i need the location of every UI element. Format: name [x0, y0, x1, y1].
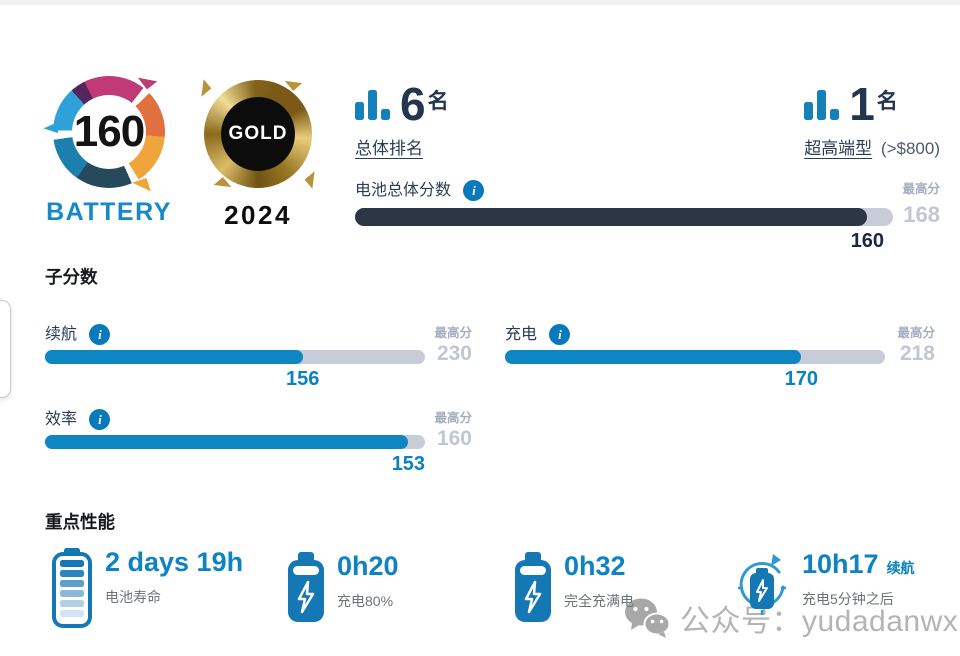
- stat-value: 2 days 19h: [105, 547, 244, 577]
- subscore-bar: 153: [45, 435, 425, 475]
- award-tip: [304, 171, 323, 189]
- info-icon[interactable]: i: [549, 324, 571, 346]
- info-icon[interactable]: i: [463, 180, 485, 202]
- overall-ranking: 6 名 总体排名: [355, 78, 449, 159]
- podium-icon: [355, 90, 390, 121]
- gold-award-badge: GOLD 2024: [193, 73, 323, 231]
- logo-score: 160: [73, 107, 145, 156]
- subscore-endurance: 续航 i 最高分 230 156: [45, 320, 472, 396]
- stat-value: 0h20: [337, 551, 399, 581]
- subscore-value: 153: [391, 453, 426, 475]
- award-tip: [193, 79, 212, 97]
- subscores-title: 子分数: [45, 267, 98, 287]
- stat-label: 电池寿命: [105, 589, 161, 606]
- bar-fill: [45, 435, 409, 449]
- watermark-text: 公众号：yudadanwx: [680, 605, 959, 638]
- overall-score-bar: 160: [355, 208, 893, 252]
- ranking-category-link[interactable]: 超高端型: [804, 139, 873, 159]
- stat-label: 充电5分钟之后: [802, 591, 894, 608]
- overall-score-value: 160: [850, 230, 885, 252]
- subscore-charging: 充电 i 最高分 218 170: [505, 320, 935, 396]
- bar-fill: [45, 350, 303, 364]
- award-year: 2024: [224, 200, 292, 230]
- battery-refresh-icon: [738, 554, 786, 615]
- stat-value-suffix: 续航: [886, 560, 915, 576]
- logo-label: BATTERY: [46, 198, 172, 226]
- subscore-value: 156: [286, 368, 320, 390]
- side-panel-tab[interactable]: [0, 300, 11, 398]
- battery-score-logo: 160 BATTERY: [43, 69, 173, 227]
- subscore-bar: 170: [505, 350, 885, 390]
- award-tip: [213, 177, 232, 195]
- rank-unit: 名: [427, 90, 449, 113]
- highlights-title: 重点性能: [45, 512, 115, 532]
- stat-charge-80: 0h20 充电80%: [288, 552, 399, 622]
- stat-battery-life: 2 days 19h 电池寿命: [52, 548, 243, 628]
- max-score-label: 最高分: [902, 182, 940, 196]
- max-score-value: 160: [436, 427, 472, 450]
- top-strip: [0, 0, 960, 5]
- stat-label: 充电80%: [337, 593, 394, 610]
- overall-score-section: 电池总体分数 i 最高分 168 160: [355, 176, 940, 256]
- max-score-label: 最高分: [897, 326, 935, 340]
- stat-value: 10h17 续航: [802, 550, 915, 578]
- stat-value-text: 10h17: [802, 549, 879, 579]
- rank-unit: 名: [876, 90, 898, 113]
- subscore-value: 170: [784, 368, 819, 390]
- stat-5min-charge: 10h17 续航 充电5分钟之后: [735, 550, 915, 618]
- battery-bolt-icon: [288, 552, 324, 622]
- award-core: GOLD: [221, 97, 295, 171]
- subscore-label: 续航: [45, 326, 78, 343]
- subscore-label: 充电: [505, 326, 538, 343]
- max-score-value: 168: [903, 202, 940, 227]
- stat-full-charge: 0h32 完全充满电: [515, 552, 634, 622]
- rank-value: 1: [849, 78, 875, 130]
- award-tip: [284, 73, 303, 91]
- info-icon[interactable]: i: [89, 324, 111, 346]
- battery-bolt-icon: [515, 552, 551, 622]
- podium-icon: [804, 90, 840, 121]
- max-score-value: 230: [436, 342, 472, 365]
- max-score-label: 最高分: [434, 326, 472, 340]
- info-icon[interactable]: i: [89, 409, 111, 431]
- stat-value: 0h32: [564, 551, 626, 581]
- bar-fill: [505, 350, 802, 364]
- score-ring-icon: 160: [43, 69, 165, 196]
- ranking-note: (>$800): [880, 139, 940, 159]
- subscore-bar: 156: [45, 350, 425, 390]
- subscore-efficiency: 效率 i 最高分 160 153: [45, 405, 472, 481]
- subscore-label: 效率: [45, 411, 78, 428]
- award-medal-label: GOLD: [228, 123, 288, 144]
- ranking-category-link[interactable]: 总体排名: [355, 139, 423, 159]
- award-ring-icon: GOLD: [193, 73, 323, 195]
- wechat-icon: [625, 598, 670, 638]
- segment-ranking: 1 名 超高端型 (>$800): [804, 78, 940, 159]
- rank-value: 6: [400, 78, 426, 130]
- bar-fill: [355, 208, 868, 226]
- battery-gauge-icon: [52, 548, 92, 628]
- overall-score-label: 电池总体分数: [355, 182, 452, 199]
- max-score-value: 218: [899, 342, 935, 365]
- stat-label: 完全充满电: [564, 593, 634, 610]
- watermark: 公众号：yudadanwx: [624, 596, 958, 640]
- max-score-label: 最高分: [434, 411, 472, 425]
